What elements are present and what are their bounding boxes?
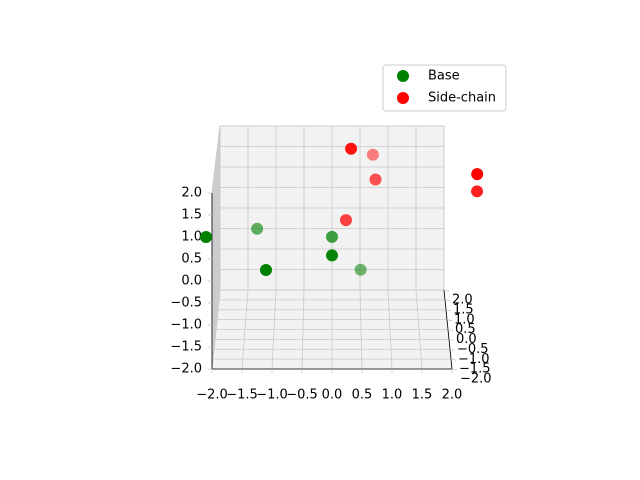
z-tick-label: −1.5 [170, 340, 202, 355]
grid-line [211, 125, 221, 194]
y-tick [446, 319, 453, 322]
x-tick-label: −0.5 [286, 388, 318, 403]
tick-labels: −2.0−1.5−1.0−0.5 0.0 0.5 1.0 1.5 2.0−2.0−1.5−… [170, 186, 491, 403]
z-tick-label: −1.0 [170, 318, 202, 333]
x-tick-label: 2.0 [442, 388, 463, 403]
grid-line [211, 269, 221, 348]
y-tick-label: −1.0 [458, 352, 490, 367]
y-tick [451, 368, 458, 371]
legend-box [382, 64, 507, 112]
x-tick-label: 1.5 [412, 388, 433, 403]
grid-line [211, 207, 221, 282]
point [471, 168, 484, 181]
grid-line [211, 228, 221, 304]
x-tick-label: −2.0 [196, 388, 228, 403]
y-tick-label: 2.0 [452, 293, 473, 308]
grid [211, 125, 453, 370]
grid-line [211, 289, 221, 370]
point [366, 148, 379, 161]
z-tick-label: −2.0 [170, 362, 202, 377]
point [200, 231, 212, 243]
y-tick [450, 358, 457, 361]
grid-line [211, 187, 221, 260]
x-tick-label: 0.0 [322, 388, 343, 403]
point [471, 185, 484, 198]
legend-label: Side-chain [428, 91, 496, 106]
z-tick-label: 0.5 [181, 252, 202, 267]
legend-label: Base [428, 69, 460, 84]
point [326, 249, 338, 262]
legend: Base Side-chain [382, 64, 507, 112]
point [354, 263, 367, 276]
y-tick-label: 1.0 [454, 312, 475, 327]
y-tick [447, 329, 454, 331]
legend-marker [397, 92, 409, 104]
z-tick-label: 2.0 [181, 186, 202, 201]
grid-line [211, 166, 221, 238]
y-tick [445, 309, 452, 312]
point [369, 173, 382, 186]
legend-marker [397, 70, 409, 82]
y-tick-label: −0.5 [457, 342, 489, 357]
points [200, 142, 484, 276]
grid-line [211, 146, 221, 216]
y-tick [448, 338, 455, 341]
y-tick [443, 289, 450, 292]
y-tick [444, 299, 451, 302]
z-tick-label: −0.5 [170, 296, 202, 311]
point [340, 214, 353, 227]
y-tick-label: 0.0 [456, 332, 477, 347]
point [260, 264, 272, 276]
z-tick-label: 1.5 [181, 208, 202, 223]
point [251, 222, 264, 235]
x-tick-label: −1.0 [256, 388, 288, 403]
y-tick [449, 348, 456, 351]
y-tick-label: −1.5 [459, 362, 491, 377]
y-tick-label: −2.0 [460, 372, 492, 387]
x-tick-label: 0.5 [352, 388, 373, 403]
x-tick-label: 1.0 [382, 388, 403, 403]
y-tick-label: 1.5 [453, 302, 474, 317]
y-tick-label: 0.5 [455, 322, 476, 337]
z-tick-label: 1.0 [181, 230, 202, 245]
z-tick-label: 0.0 [181, 274, 202, 289]
point [345, 142, 358, 155]
x-tick-label: −1.5 [226, 388, 258, 403]
point [326, 230, 338, 243]
grid-line [211, 248, 221, 326]
